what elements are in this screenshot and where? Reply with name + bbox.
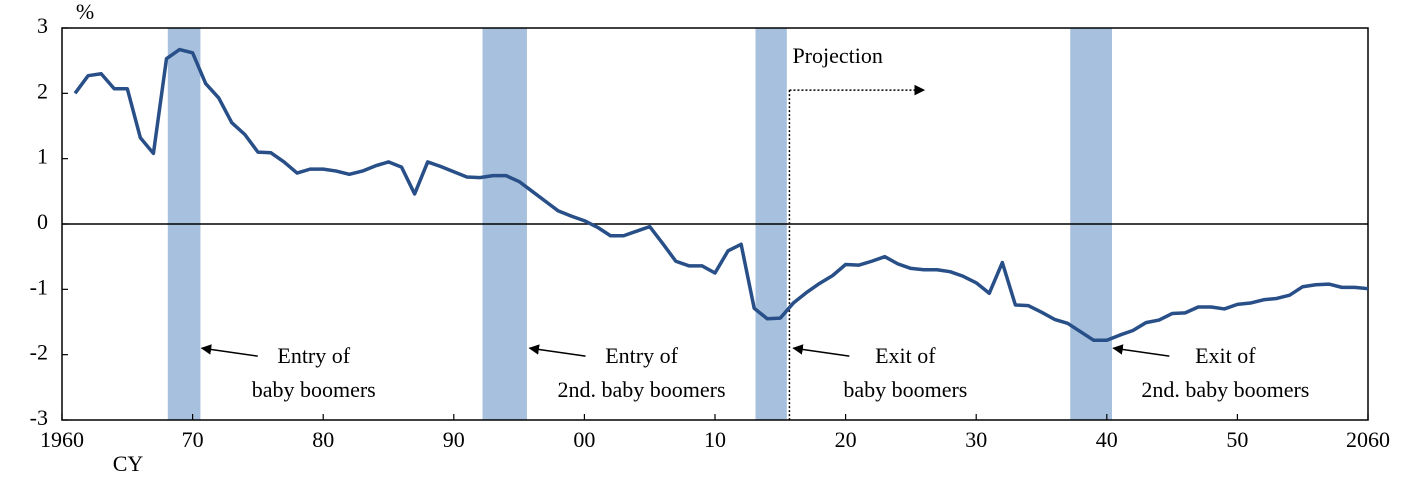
annotation-text: baby boomers xyxy=(843,377,967,402)
x-tick-label: 2060 xyxy=(1346,427,1390,452)
annotation-text: Exit of xyxy=(1195,343,1256,368)
y-tick-label: 0 xyxy=(37,209,48,234)
annotation-text: Exit of xyxy=(875,343,936,368)
annotation-arrow xyxy=(1112,344,1170,357)
x-tick-label: 30 xyxy=(965,427,987,452)
annotation-arrow xyxy=(528,344,586,357)
x-tick-label: 20 xyxy=(835,427,857,452)
y-tick-label: 3 xyxy=(37,13,48,38)
x-tick-label: 80 xyxy=(312,427,334,452)
y-tick-label: -3 xyxy=(30,405,48,430)
annotation-text: Entry of xyxy=(277,343,350,368)
y-tick-label: 1 xyxy=(37,144,48,169)
annotation-text: 2nd. baby boomers xyxy=(1141,377,1309,402)
x-tick-label: 90 xyxy=(443,427,465,452)
y-tick-label: -1 xyxy=(30,274,48,299)
y-tick-label: 2 xyxy=(37,78,48,103)
x-tick-label: 40 xyxy=(1096,427,1118,452)
x-tick-label: 00 xyxy=(573,427,595,452)
annotation-arrow xyxy=(200,344,258,357)
y-tick-label: -2 xyxy=(30,340,48,365)
x-unit: CY xyxy=(113,451,144,476)
y-unit: % xyxy=(76,0,94,24)
annotation-text: Entry of xyxy=(605,343,678,368)
x-tick-label: 1960 xyxy=(40,427,84,452)
annotation-text: baby boomers xyxy=(252,377,376,402)
x-tick-label: 70 xyxy=(182,427,204,452)
annotation-arrow xyxy=(792,344,850,357)
data-line xyxy=(73,47,1369,343)
projection-label: Projection xyxy=(792,43,882,68)
x-tick-label: 10 xyxy=(704,427,726,452)
x-tick-label: 50 xyxy=(1226,427,1248,452)
annotation-text: 2nd. baby boomers xyxy=(558,377,726,402)
